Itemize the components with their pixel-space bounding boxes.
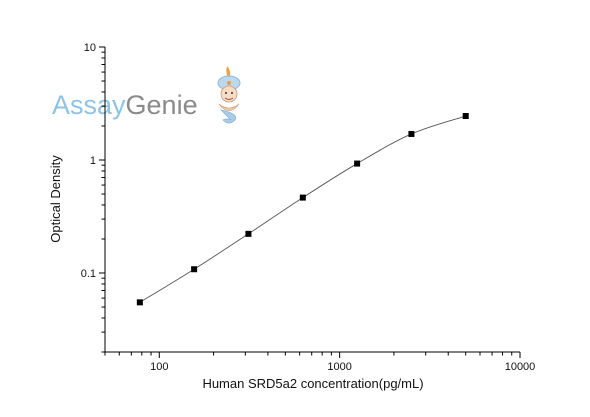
y-axis-ticks (99, 46, 105, 353)
x-tick-label: 1000 (327, 361, 351, 373)
x-axis-title: Human SRD5a2 concentration(pg/mL) (202, 376, 423, 391)
logo-wordmark: AssayGenie (52, 90, 198, 120)
logo-text-assay: Assay (52, 90, 126, 120)
x-axis-tick-labels: 100 1000 10000 (150, 361, 535, 373)
data-point (354, 160, 361, 167)
data-point (408, 130, 415, 137)
logo-text-genie: Genie (126, 90, 198, 120)
data-point (299, 194, 306, 201)
x-tick-label: 100 (150, 361, 168, 373)
x-tick-label: 10000 (505, 361, 536, 373)
y-axis-title: Optical Density (48, 155, 63, 243)
data-point (245, 230, 252, 237)
y-tick-label: 1 (90, 155, 96, 167)
axes (104, 47, 520, 353)
x-axis-ticks (104, 352, 521, 358)
assay-genie-logo: AssayGenie (52, 66, 241, 124)
genie-mascot-icon (217, 66, 241, 124)
fitted-curve-line (139, 115, 466, 303)
data-point (191, 266, 198, 273)
y-axis-tick-labels: 0.1 1 10 (81, 42, 96, 280)
data-point (136, 299, 143, 306)
y-tick-label: 0.1 (81, 268, 96, 280)
data-point (462, 113, 469, 120)
data-points (136, 113, 469, 306)
y-tick-label: 10 (84, 42, 96, 54)
